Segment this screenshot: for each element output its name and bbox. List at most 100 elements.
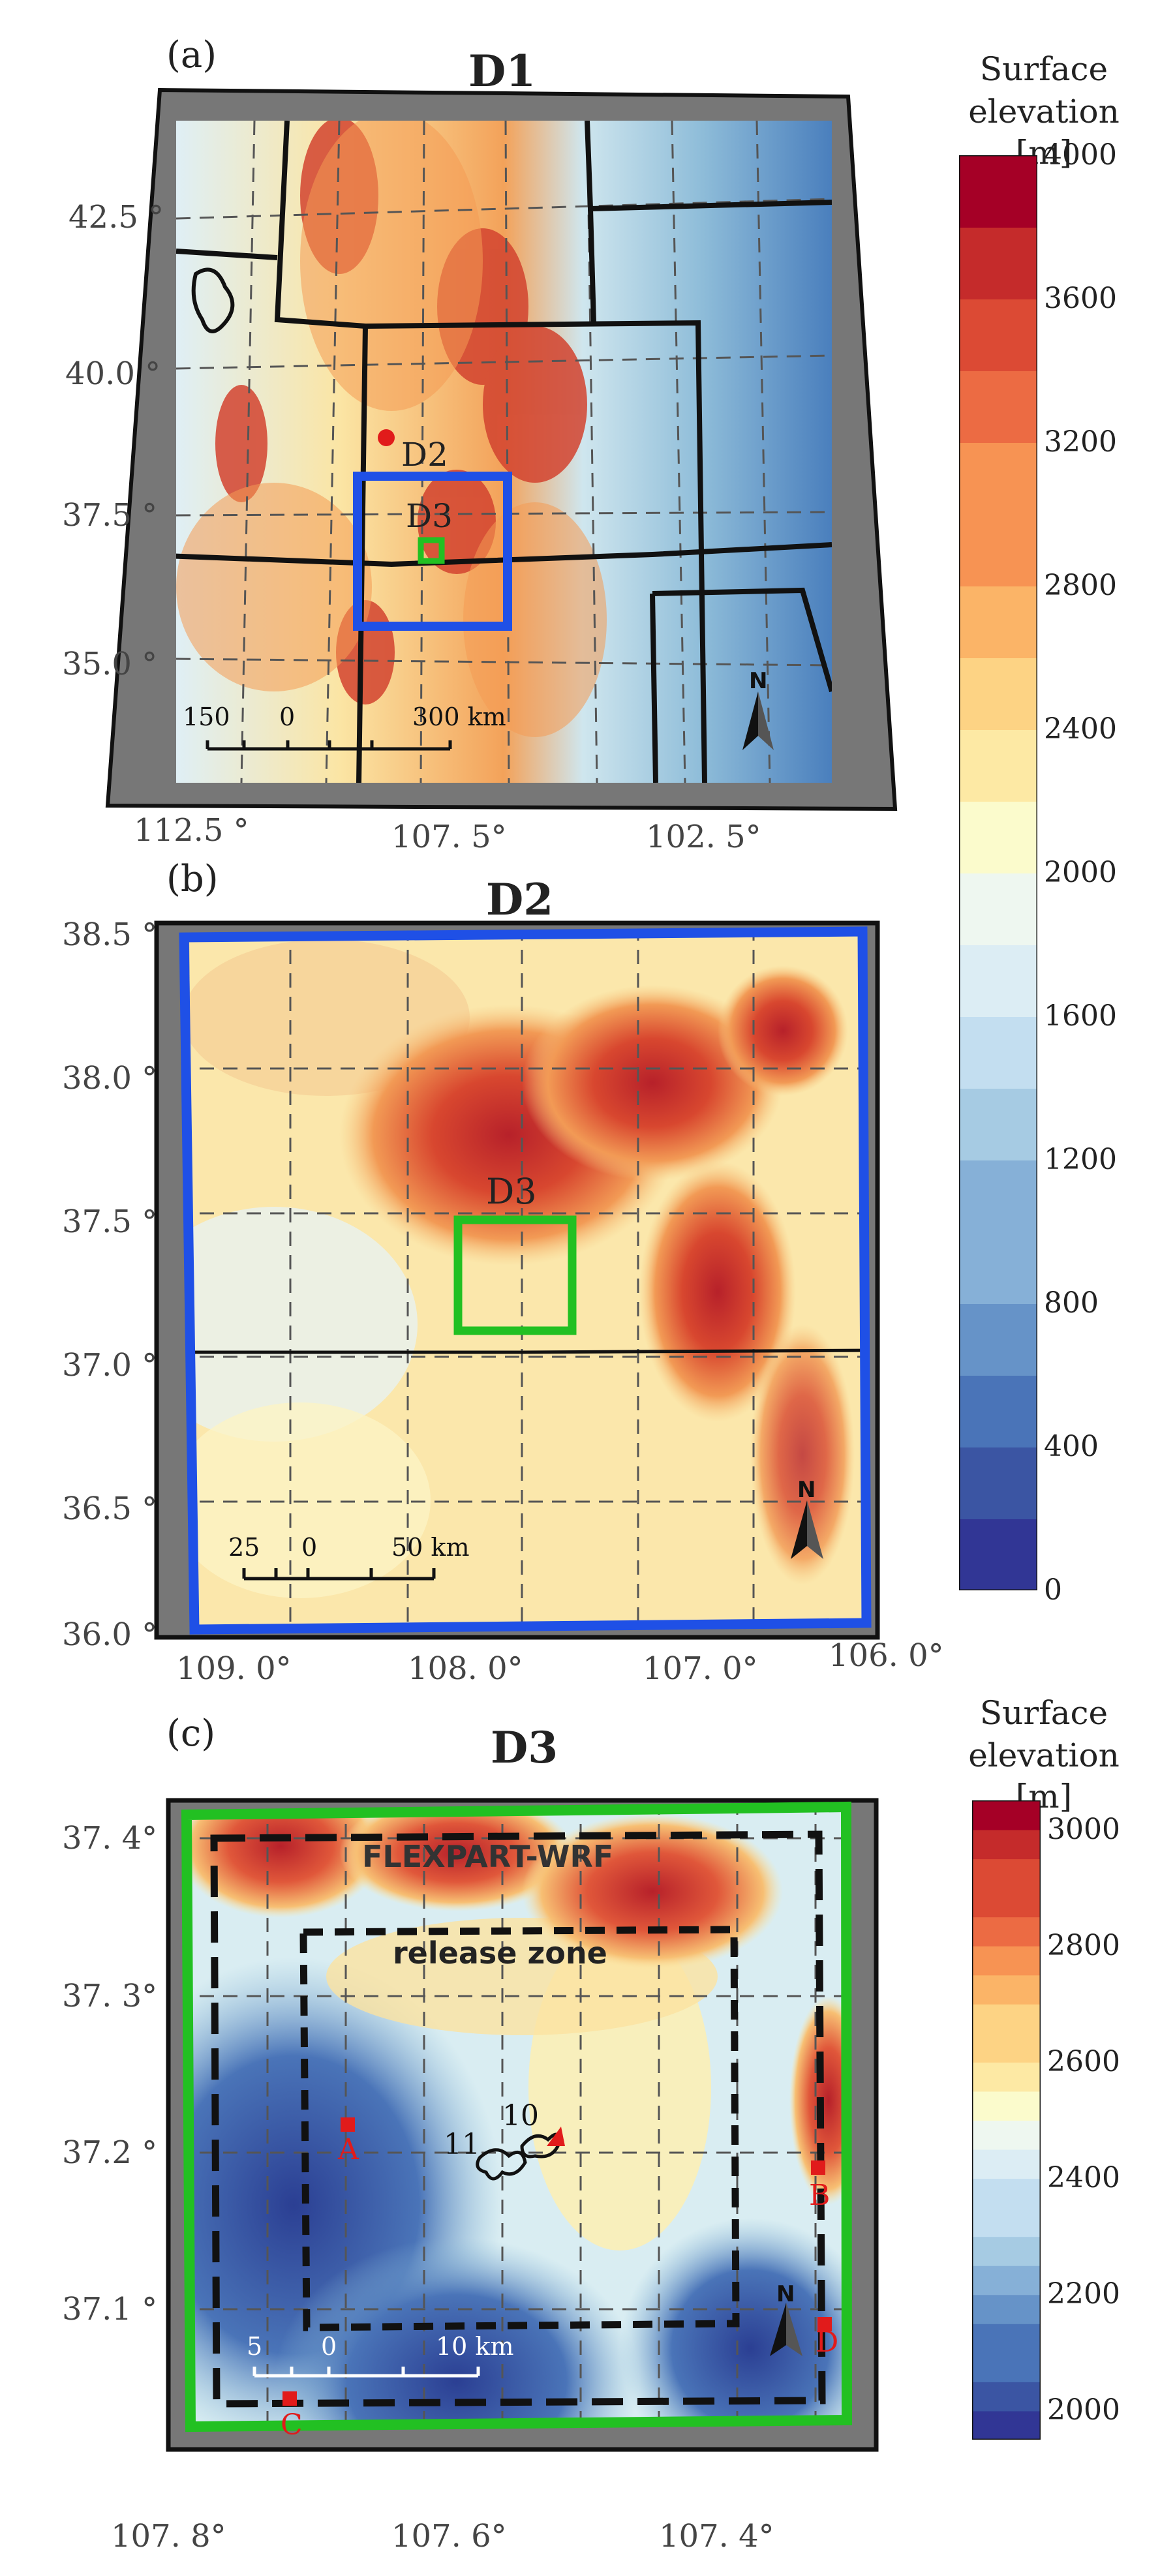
panel-a-lat-tick: 37.5 ° — [62, 497, 158, 534]
panel-b-lat-tick: 36.0 ° — [62, 1616, 158, 1653]
colorbar-bottom-tick-label: 2000 — [1047, 2393, 1120, 2427]
panel-a-lon-tick: 102. 5° — [646, 819, 761, 855]
colorbar-top-band — [959, 1447, 1037, 1519]
colorbar-bottom — [972, 1800, 1041, 2440]
panel-c-lat-tick: 37.1 ° — [62, 2291, 158, 2327]
colorbar-top-band — [959, 1160, 1037, 1232]
colorbar-top-band — [959, 658, 1037, 730]
site-marker-d — [817, 2317, 832, 2331]
colorbar-top — [959, 155, 1037, 1590]
site-label-c: C — [281, 2408, 303, 2442]
colorbar-bottom-ticks: 3000 2800 2600 2400 2200 2000 — [1047, 1800, 1152, 2440]
colorbar-bottom-band — [972, 2352, 1041, 2382]
colorbar-top-band — [959, 514, 1037, 586]
flexpart-wrf-domain-box — [210, 1830, 826, 2408]
panel-c-title: D3 — [491, 1722, 558, 1773]
colorbar-top-band — [959, 227, 1037, 299]
colorbar-bottom-band — [972, 2265, 1041, 2296]
site-marker-c — [282, 2391, 297, 2406]
panel-b-lat-tick: 36.5 ° — [62, 1491, 158, 1527]
panel-c-d3-outline — [181, 1801, 853, 2432]
colorbar-bottom-tick-label: 2600 — [1047, 2044, 1120, 2078]
panel-b-lat-tick: 38.0 ° — [62, 1060, 158, 1097]
panel-c-north-label: N — [776, 2281, 795, 2307]
colorbar-bottom-band — [972, 2381, 1041, 2412]
site-label-a: A — [337, 2133, 359, 2166]
release-zone-box — [299, 1926, 740, 2331]
panel-a-lon-tick: 112.5 ° — [134, 812, 249, 849]
ignition-marker — [547, 2127, 565, 2146]
colorbar-top-band — [959, 729, 1037, 802]
panel-b-d2-outline — [179, 926, 872, 1635]
panel-c-lat-tick: 37. 3° — [62, 1978, 158, 2014]
panel-c-lat-tick: 37. 4° — [62, 1820, 158, 1856]
panel-a-scale-zero: 0 — [279, 703, 295, 731]
colorbar-top-tick-label: 2000 — [1044, 856, 1117, 889]
panel-b-lon-tick: 108. 0° — [408, 1650, 523, 1687]
colorbar-top-tick-label: 2800 — [1044, 569, 1117, 602]
site-marker-b — [811, 2160, 825, 2175]
colorbar-bottom-band — [972, 2120, 1041, 2150]
panel-c-lon-tick: 107. 4° — [659, 2518, 774, 2554]
colorbar-bottom-band — [972, 2061, 1041, 2092]
site-label-d: D — [816, 2326, 838, 2359]
panel-b-lat-tick: 37.5 ° — [62, 1204, 158, 1240]
panel-b-lon-tick: 109. 0° — [176, 1650, 292, 1687]
fire-label-10: 10 — [502, 2099, 539, 2132]
panel-c-scale-left: 5 — [247, 2332, 262, 2361]
site-label-b: B — [809, 2179, 830, 2212]
colorbar-top-band — [959, 1088, 1037, 1160]
d3-domain-box — [418, 537, 445, 564]
colorbar-bottom-band — [972, 2003, 1041, 2034]
colorbar-top-tick-label: 2400 — [1044, 712, 1117, 746]
panel-b-map: D3 25 0 50 km N — [154, 920, 880, 1640]
colorbar-bottom-band — [972, 1858, 1041, 1888]
colorbar-bottom-band — [972, 1945, 1041, 1976]
colorbar-top-band — [959, 299, 1037, 371]
panel-c-scalebar — [252, 2367, 480, 2378]
d2-domain-box — [353, 472, 512, 631]
panel-a-scale-right: 300 km — [412, 703, 506, 731]
colorbar-top-band — [959, 371, 1037, 443]
colorbar-top-title-line1: Surface — [979, 50, 1108, 88]
colorbar-top-tick-label: 400 — [1044, 1430, 1099, 1463]
panel-b-north-arrow-icon — [791, 1500, 823, 1559]
colorbar-bottom-band — [972, 2294, 1041, 2324]
colorbar-top-band — [959, 442, 1037, 515]
panel-c-map: FLEXPART-WRF release zone 11 10 A B C D … — [166, 1798, 879, 2452]
colorbar-bottom-band — [972, 1975, 1041, 2005]
panel-a-d3-label: D3 — [406, 497, 453, 535]
panel-c-lon-tick: 107. 8° — [111, 2518, 226, 2554]
panel-b-scale-left: 25 — [228, 1533, 260, 1562]
colorbar-bottom-band — [972, 1829, 1041, 1860]
panel-a-scalebar — [206, 740, 452, 751]
fire-label-11: 11 — [444, 2128, 480, 2161]
panel-a-lat-tick: 40.0 ° — [65, 356, 161, 392]
panel-a-label: (a) — [166, 34, 217, 76]
colorbar-top-band — [959, 155, 1037, 228]
colorbar-bottom-band — [972, 2323, 1041, 2354]
panel-a-lat-tick: 35.0 ° — [62, 646, 158, 682]
colorbar-top-band — [959, 586, 1037, 658]
colorbar-bottom-band — [972, 2410, 1041, 2440]
colorbar-top-tick-label: 4000 — [1044, 138, 1117, 172]
panel-b-d3-box — [453, 1215, 577, 1335]
panel-a-map: D2 D3 150 0 300 km N — [105, 87, 898, 811]
panel-b-title: D2 — [486, 874, 554, 925]
colorbar-top-ticks: 4000 3600 3200 2800 2400 2000 1600 1200 800 400 0 — [1044, 138, 1148, 1607]
d2-site-marker — [378, 429, 395, 446]
colorbar-bottom-tick-label: 3000 — [1047, 1812, 1120, 1846]
panel-b-lon-tick: 107. 0° — [643, 1650, 758, 1687]
colorbar-bottom-band — [972, 2207, 1041, 2237]
flexpart-wrf-label: FLEXPART-WRF — [362, 1839, 613, 1874]
colorbar-top-band — [959, 873, 1037, 945]
colorbar-top-tick-label: 1200 — [1044, 1143, 1117, 1176]
panel-b-label: (b) — [166, 858, 219, 900]
panel-b-d3-label: D3 — [486, 1171, 537, 1212]
colorbar-top-tick-label: 3600 — [1044, 282, 1117, 315]
colorbar-bottom-band — [972, 2033, 1041, 2063]
panel-b-scalebar — [242, 1568, 436, 1581]
panel-c-lon-tick: 107. 6° — [391, 2518, 507, 2554]
panel-b-scale-zero: 0 — [301, 1533, 317, 1562]
colorbar-top-band — [959, 1232, 1037, 1304]
